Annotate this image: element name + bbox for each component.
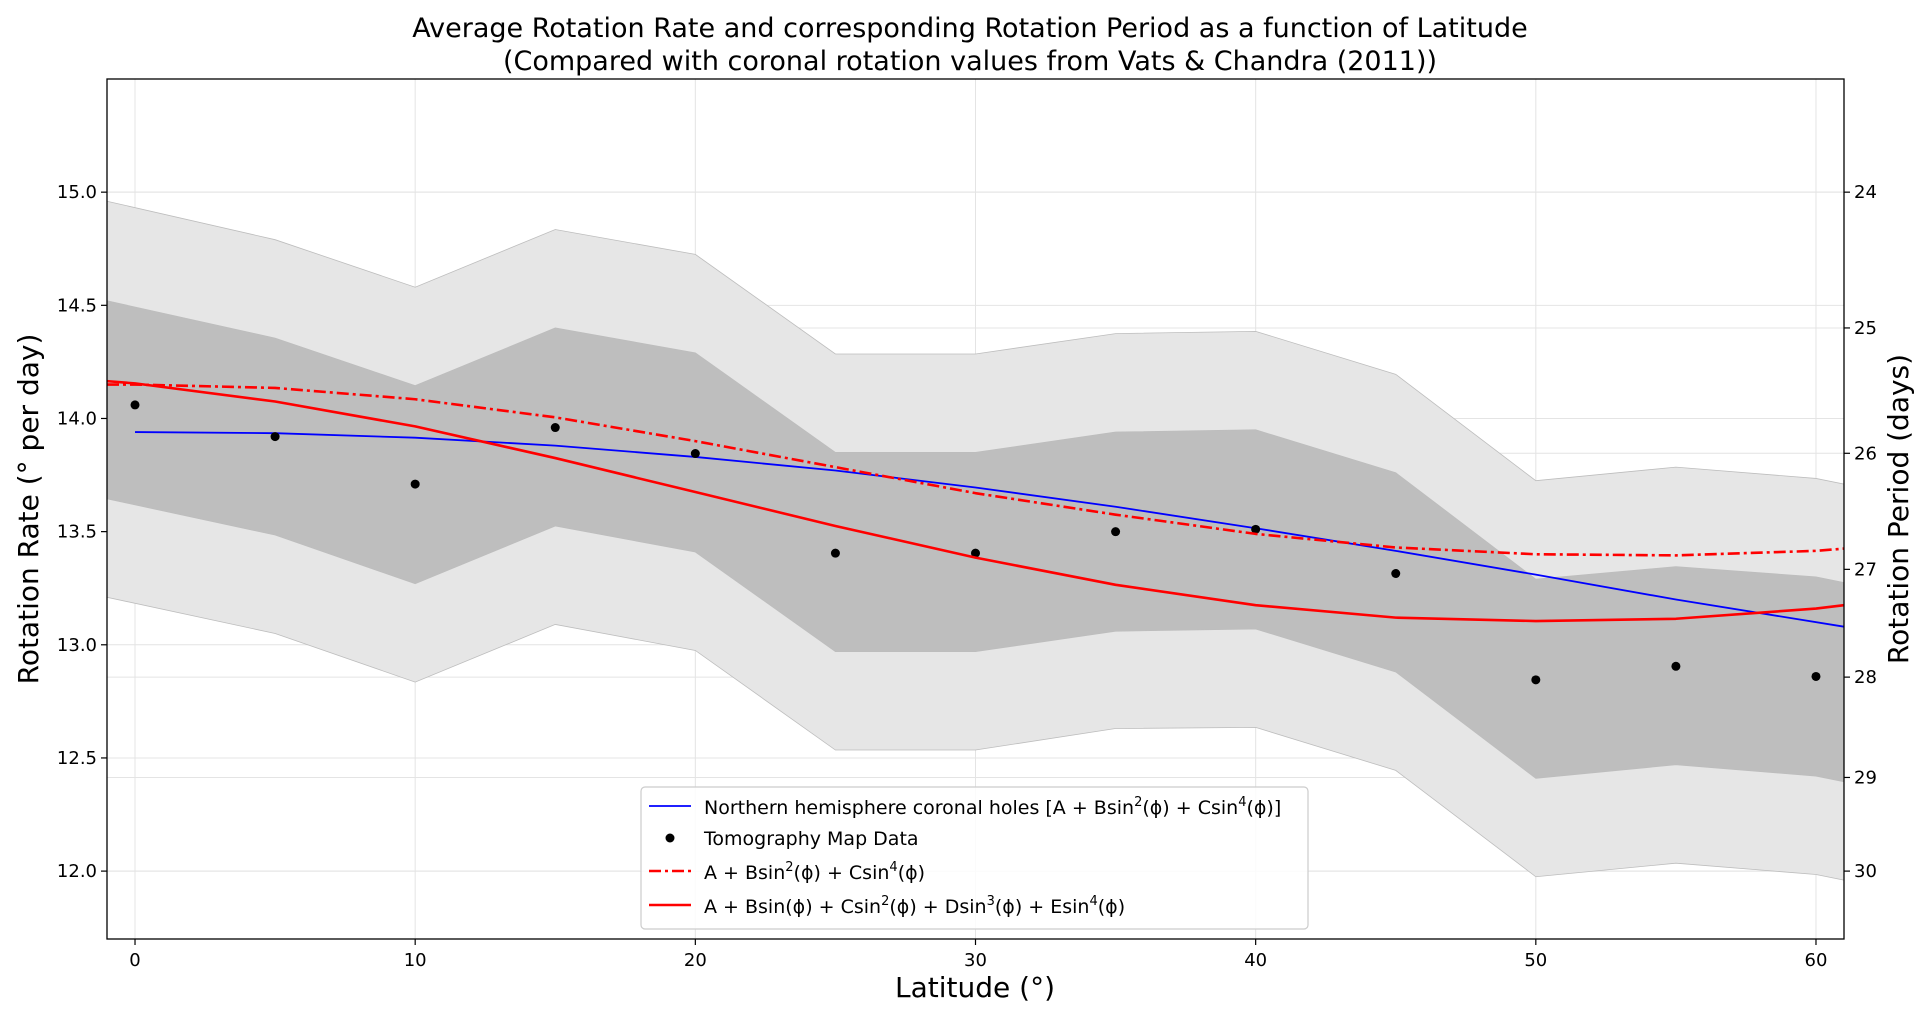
tomography-point bbox=[1811, 671, 1821, 681]
series-line-0 bbox=[135, 431, 1845, 628]
tomography-point bbox=[130, 400, 140, 410]
x-tick-label: 10 bbox=[404, 950, 427, 971]
data-series bbox=[106, 379, 1845, 685]
legend-swatch-dot bbox=[665, 833, 675, 843]
x-tick-label: 40 bbox=[1244, 950, 1267, 971]
chart-title-line1: Average Rotation Rate and corresponding … bbox=[412, 13, 1527, 44]
y-tick-right-label: 30 bbox=[1854, 861, 1877, 882]
tomography-point bbox=[830, 548, 840, 558]
y-tick-label: 15.0 bbox=[57, 182, 97, 203]
tomography-point bbox=[1111, 527, 1121, 537]
x-axis-label: Latitude (°) bbox=[895, 971, 1055, 1004]
x-tick-label: 60 bbox=[1805, 950, 1828, 971]
y-tick-label: 12.0 bbox=[57, 861, 97, 882]
axes: 0 10 20 30 40 50 60 12.0 12.5 13.0 13.5 14.0 14.5 15.… bbox=[57, 182, 1877, 971]
y-tick-right-label: 26 bbox=[1854, 443, 1877, 464]
legend-entry-tomography: Tomography Map Data bbox=[703, 828, 919, 850]
y-tick-label: 13.5 bbox=[57, 522, 97, 543]
tomography-point bbox=[550, 423, 560, 433]
y-tick-right-label: 24 bbox=[1854, 182, 1877, 203]
tomography-point bbox=[971, 548, 980, 558]
legend-entry-fit-even: A + Bsin2(ϕ) + Csin4(ϕ) bbox=[704, 860, 925, 884]
x-tick-label: 0 bbox=[129, 950, 140, 971]
y-tick-label: 13.0 bbox=[57, 635, 97, 656]
y-tick-label: 14.5 bbox=[57, 295, 97, 316]
tomography-point bbox=[270, 432, 280, 442]
legend-entry-coronal-holes: Northern hemisphere coronal holes [A + B… bbox=[704, 795, 1281, 819]
tomography-point bbox=[690, 449, 700, 459]
y-axis-right-label: Rotation Period (days) bbox=[1882, 354, 1915, 664]
chart-title-line2: (Compared with coronal rotation values f… bbox=[503, 46, 1437, 77]
x-tick-label: 50 bbox=[1524, 950, 1547, 971]
y-tick-right-label: 29 bbox=[1854, 767, 1877, 788]
tomography-point bbox=[1391, 569, 1401, 578]
x-tick-label: 20 bbox=[684, 950, 707, 971]
y-tick-label: 14.0 bbox=[57, 408, 97, 429]
y-tick-right-label: 27 bbox=[1854, 559, 1877, 580]
y-tick-right-label: 25 bbox=[1854, 318, 1877, 339]
tomography-point bbox=[410, 479, 420, 489]
legend: Northern hemisphere coronal holes [A + B… bbox=[640, 786, 1309, 930]
tomography-point bbox=[1251, 524, 1261, 534]
series-line-2 bbox=[107, 383, 1845, 557]
legend-entry-fit-polynomial: A + Bsin(ϕ) + Csin2(ϕ) + Dsin3(ϕ) + Esin… bbox=[704, 894, 1125, 918]
legend-box bbox=[640, 786, 1309, 930]
tomography-point bbox=[1671, 661, 1681, 671]
x-tick-label: 30 bbox=[964, 950, 987, 971]
y-axis-label: Rotation Rate (° per day) bbox=[12, 334, 45, 685]
y-tick-right-label: 28 bbox=[1854, 667, 1877, 688]
tomography-point bbox=[1531, 675, 1541, 685]
series-line-3 bbox=[106, 379, 1845, 623]
y-tick-label: 12.5 bbox=[57, 748, 97, 769]
